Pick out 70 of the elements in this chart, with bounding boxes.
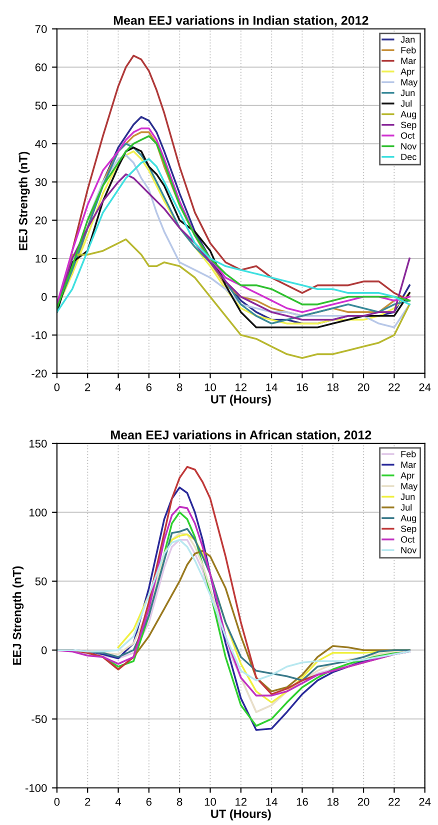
x-tick-label: 6: [146, 383, 152, 392]
legend-label: Jul: [400, 100, 412, 107]
legend-label: Mar: [401, 462, 416, 468]
x-tick-label: 4: [115, 798, 122, 806]
x-tick-label: 14: [266, 798, 278, 806]
legend-label: May: [401, 483, 418, 492]
y-tick-label: 10: [36, 254, 47, 263]
x-tick-label: 10: [204, 383, 216, 392]
x-tick-label: 6: [146, 798, 152, 806]
y-axis-title: EEJ Strength (nT): [12, 566, 24, 665]
legend-label: Aug: [400, 111, 416, 120]
legend-label: Jun: [400, 90, 415, 96]
legend-label: Nov: [401, 547, 417, 554]
x-tick-label: 12: [236, 798, 247, 806]
y-tick-label: -50: [32, 715, 47, 724]
legend-label: Apr: [400, 68, 414, 77]
chart-title: Mean EEJ variations in African station, 2012: [111, 430, 372, 442]
y-tick-label: 150: [30, 440, 47, 448]
x-tick-label: 18: [328, 798, 339, 806]
y-tick-label: 0: [41, 293, 47, 301]
legend-label: Aug: [400, 515, 416, 524]
x-axis-title: UT (Hours): [211, 809, 271, 820]
y-tick-label: -20: [32, 370, 47, 378]
y-tick-label: -10: [32, 331, 47, 340]
y-tick-label: 50: [35, 577, 47, 586]
x-tick-label: 22: [388, 798, 400, 806]
x-tick-label: 10: [204, 798, 216, 806]
y-tick-label: 30: [35, 178, 47, 186]
x-tick-label: 12: [236, 383, 247, 392]
x-tick-label: 16: [296, 798, 308, 806]
legend-label: Sep: [400, 122, 416, 130]
x-tick-label: 18: [328, 383, 339, 392]
y-tick-label: 60: [35, 63, 47, 72]
x-tick-label: 24: [419, 383, 431, 392]
y-axis-title: EEJ Strength (nT): [18, 152, 30, 250]
x-tick-label: 2: [85, 383, 90, 392]
legend-label: Jun: [400, 494, 415, 500]
y-tick-label: -100: [25, 784, 47, 792]
x-tick-label: 8: [176, 383, 182, 392]
x-tick-label: 14: [266, 383, 278, 392]
y-tick-label: 70: [35, 25, 47, 34]
x-tick-label: 0: [54, 798, 60, 806]
x-tick-label: 0: [54, 383, 60, 392]
legend-label: Apr: [400, 472, 414, 480]
x-tick-label: 22: [388, 383, 400, 392]
y-tick-label: 0: [41, 646, 47, 654]
x-tick-label: 24: [419, 798, 431, 806]
x-tick-label: 20: [358, 798, 370, 806]
x-axis-title: UT (Hours): [211, 394, 271, 406]
legend-label: Feb: [401, 46, 416, 54]
x-tick-label: 20: [358, 383, 370, 392]
legend-label: Mar: [401, 58, 416, 64]
x-tick-label: 8: [176, 798, 182, 806]
y-tick-label: 100: [30, 508, 47, 516]
legend-label: Sep: [400, 526, 416, 534]
legend-label: Oct: [401, 132, 415, 139]
legend-label: Dec: [401, 154, 416, 160]
y-tick-label: 40: [35, 140, 47, 148]
chart-title: Mean EEJ variations in Indian station, 2012: [114, 16, 368, 27]
x-tick-label: 2: [85, 798, 90, 806]
legend-label: Oct: [401, 536, 415, 543]
y-tick-label: 20: [35, 216, 47, 224]
legend-label: Nov: [401, 143, 417, 150]
legend-label: Feb: [401, 450, 416, 458]
legend-label: Jan: [400, 36, 415, 43]
legend-label: May: [401, 79, 418, 88]
y-tick-label: 50: [35, 102, 47, 110]
legend-label: Jul: [400, 504, 412, 511]
x-tick-label: 4: [115, 383, 122, 392]
x-tick-label: 16: [296, 383, 308, 392]
